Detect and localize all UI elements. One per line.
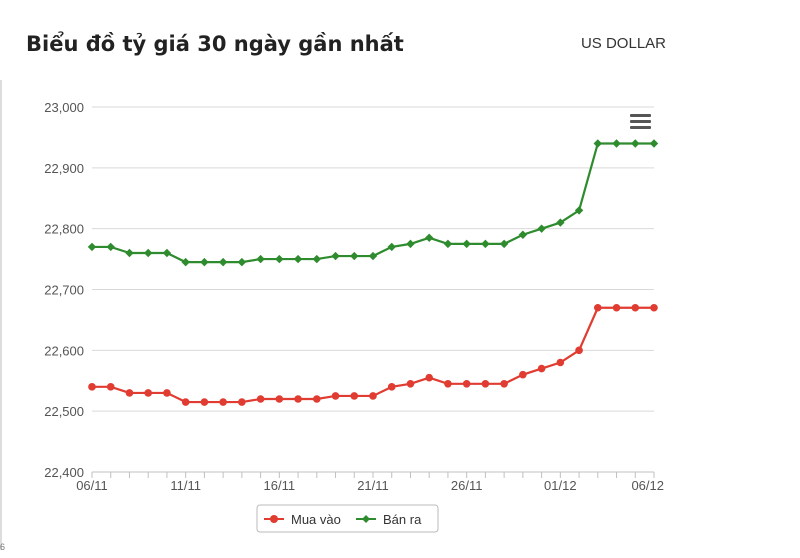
data-point[interactable]	[200, 257, 209, 267]
data-point[interactable]	[387, 383, 396, 391]
data-point[interactable]	[387, 242, 396, 252]
data-point[interactable]	[649, 139, 659, 148]
x-tick-label: 01/12	[544, 478, 577, 493]
data-point[interactable]	[294, 395, 302, 403]
data-point[interactable]	[631, 303, 640, 312]
data-point[interactable]	[275, 395, 284, 403]
data-point[interactable]	[181, 257, 190, 267]
currency-label: US DOLLAR	[580, 35, 666, 52]
grid-lines	[92, 106, 654, 473]
data-point[interactable]	[650, 303, 658, 312]
data-point[interactable]	[237, 257, 247, 267]
data-point[interactable]	[462, 239, 471, 249]
data-point[interactable]	[425, 233, 434, 242]
legend-label-sell: Bán ra	[383, 512, 422, 527]
data-point[interactable]	[556, 218, 565, 227]
data-point[interactable]	[275, 254, 284, 264]
x-tick-label: 06/12	[631, 478, 664, 493]
data-point[interactable]	[444, 379, 452, 388]
series-buy	[88, 303, 658, 406]
data-point[interactable]	[144, 248, 153, 258]
data-point[interactable]	[162, 248, 172, 258]
panel-border	[0, 80, 2, 550]
legend-label-buy: Mua vào	[291, 512, 341, 527]
data-point[interactable]	[238, 398, 246, 406]
data-point[interactable]	[612, 303, 621, 312]
data-point[interactable]	[519, 370, 527, 379]
hamburger-menu-icon	[630, 114, 651, 129]
data-point[interactable]	[88, 383, 96, 391]
chart-legend: Mua vào Bán ra	[256, 504, 439, 533]
series-sell	[87, 139, 659, 267]
data-point[interactable]	[368, 251, 378, 261]
legend-item-buy[interactable]: Mua vào	[264, 512, 341, 527]
y-tick-label: 22,400	[44, 465, 84, 480]
series-line	[92, 306, 654, 404]
data-point[interactable]	[218, 257, 228, 267]
data-point[interactable]	[350, 392, 359, 400]
data-point[interactable]	[631, 139, 640, 148]
data-point[interactable]	[575, 346, 583, 355]
data-point[interactable]	[594, 303, 602, 312]
data-point[interactable]	[500, 379, 508, 388]
data-point[interactable]	[462, 379, 471, 388]
data-point[interactable]	[481, 239, 490, 249]
data-point[interactable]	[406, 379, 415, 388]
data-point[interactable]	[331, 251, 340, 261]
data-point[interactable]	[293, 254, 303, 264]
data-point[interactable]	[556, 358, 565, 367]
y-tick-label: 22,800	[44, 222, 84, 237]
data-point[interactable]	[481, 379, 490, 388]
x-axis: 06/11 11/11 16/11 21/11 26/11 01/12 06/12	[76, 471, 664, 493]
data-point[interactable]	[406, 239, 415, 249]
data-point[interactable]	[518, 230, 528, 239]
y-tick-label: 23,000	[44, 100, 84, 115]
y-tick-label: 22,900	[44, 161, 84, 176]
series-layer	[87, 139, 659, 406]
page-title: Biểu đồ tỷ giá 30 ngày gần nhất	[26, 32, 404, 56]
chart-menu-button[interactable]	[624, 108, 656, 134]
data-point[interactable]	[163, 389, 171, 397]
data-point[interactable]	[499, 239, 509, 249]
data-point[interactable]	[144, 389, 152, 397]
data-point[interactable]	[593, 139, 602, 148]
x-tick-label: 26/11	[451, 478, 483, 493]
data-point[interactable]	[87, 242, 97, 252]
data-point[interactable]	[125, 389, 134, 397]
data-point[interactable]	[181, 398, 190, 406]
data-point[interactable]	[574, 206, 584, 215]
data-point[interactable]	[256, 254, 265, 264]
edge-mark: 6	[0, 542, 6, 552]
x-tick-label: 11/11	[170, 478, 201, 493]
data-point[interactable]	[125, 248, 134, 258]
series-line	[92, 142, 654, 264]
y-tick-label: 22,500	[44, 404, 84, 419]
data-point[interactable]	[331, 392, 340, 400]
data-point[interactable]	[612, 139, 621, 148]
data-point[interactable]	[106, 383, 115, 391]
data-point[interactable]	[256, 395, 265, 403]
data-point[interactable]	[350, 251, 359, 261]
x-tick-label: 06/11	[76, 478, 108, 493]
data-point[interactable]	[425, 373, 434, 382]
y-tick-label: 22,700	[44, 283, 84, 298]
x-tick-label: 21/11	[357, 478, 389, 493]
data-point[interactable]	[219, 398, 227, 406]
data-point[interactable]	[369, 392, 377, 400]
data-point[interactable]	[313, 395, 321, 403]
legend-item-sell[interactable]: Bán ra	[356, 512, 422, 527]
y-axis-labels: 22,400 22,500 22,600 22,700 22,800 22,900 23,0…	[44, 100, 84, 480]
data-point[interactable]	[200, 398, 209, 406]
data-point[interactable]	[537, 224, 546, 233]
x-tick-label: 16/11	[264, 478, 296, 493]
data-point[interactable]	[106, 242, 115, 252]
y-tick-label: 22,600	[44, 343, 84, 358]
data-point[interactable]	[312, 254, 321, 264]
data-point[interactable]	[443, 239, 453, 249]
data-point[interactable]	[537, 364, 546, 373]
